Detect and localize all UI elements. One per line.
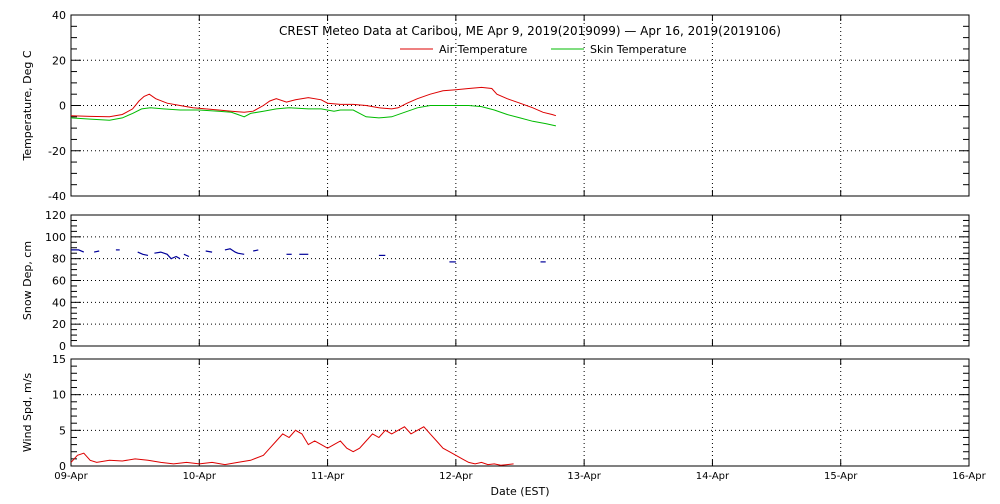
y-tick-label: 15 (52, 353, 66, 366)
snow-depth-segment (154, 251, 181, 260)
panel-frame (70, 214, 970, 347)
x-tick-label: 13-Apr (567, 471, 601, 482)
y-axis-label: Temperature, Deg C (21, 50, 34, 161)
snow-depth-segment (183, 253, 190, 258)
y-tick-label: 60 (52, 275, 66, 288)
x-axis-label: Date (EST) (490, 485, 549, 498)
x-tick-label: 10-Apr (183, 471, 217, 482)
legend-label-air: Air Temperature (439, 43, 528, 56)
snow-depth-segment (205, 250, 213, 253)
y-tick-label: -20 (48, 145, 66, 158)
chart-title: CREST Meteo Data at Caribou, ME Apr 9, 2… (279, 24, 781, 38)
y-tick-label: 40 (52, 9, 66, 22)
y-tick-label: 100 (45, 231, 66, 244)
series-line (70, 86, 557, 118)
panel-frame (70, 14, 970, 197)
x-tick-label: 11-Apr (311, 471, 345, 482)
x-tick-label: 09-Apr (54, 471, 88, 482)
x-tick-label: 15-Apr (824, 471, 858, 482)
series-line (70, 426, 514, 466)
y-tick-label: 0 (59, 100, 66, 113)
snow-depth-segment (224, 248, 245, 255)
panel-frame (70, 358, 970, 467)
y-tick-label: 40 (52, 296, 66, 309)
y-tick-label: 20 (52, 318, 66, 331)
snow-depth-segment (253, 249, 259, 252)
x-tick-label: 14-Apr (696, 471, 730, 482)
x-tick-label: 16-Apr (952, 471, 986, 482)
y-tick-label: 5 (59, 424, 66, 437)
y-axis-label: Snow Dep, cm (21, 241, 34, 320)
legend-label-skin: Skin Temperature (590, 43, 687, 56)
y-tick-label: 80 (52, 253, 66, 266)
y-tick-label: 10 (52, 389, 66, 402)
y-tick-label: 20 (52, 54, 66, 67)
y-tick-label: 0 (59, 460, 66, 473)
x-tick-label: 12-Apr (439, 471, 473, 482)
snow-depth-segment (71, 249, 85, 253)
legend: Air Temperature Skin Temperature (400, 43, 687, 56)
snow-depth-segment (93, 250, 100, 253)
y-axis-label: Wind Spd, m/s (21, 373, 34, 453)
y-tick-label: 0 (59, 340, 66, 353)
y-tick-label: -40 (48, 190, 66, 203)
series-line (70, 105, 557, 127)
snow-depth-segment (137, 251, 149, 256)
y-tick-label: 120 (45, 209, 66, 222)
